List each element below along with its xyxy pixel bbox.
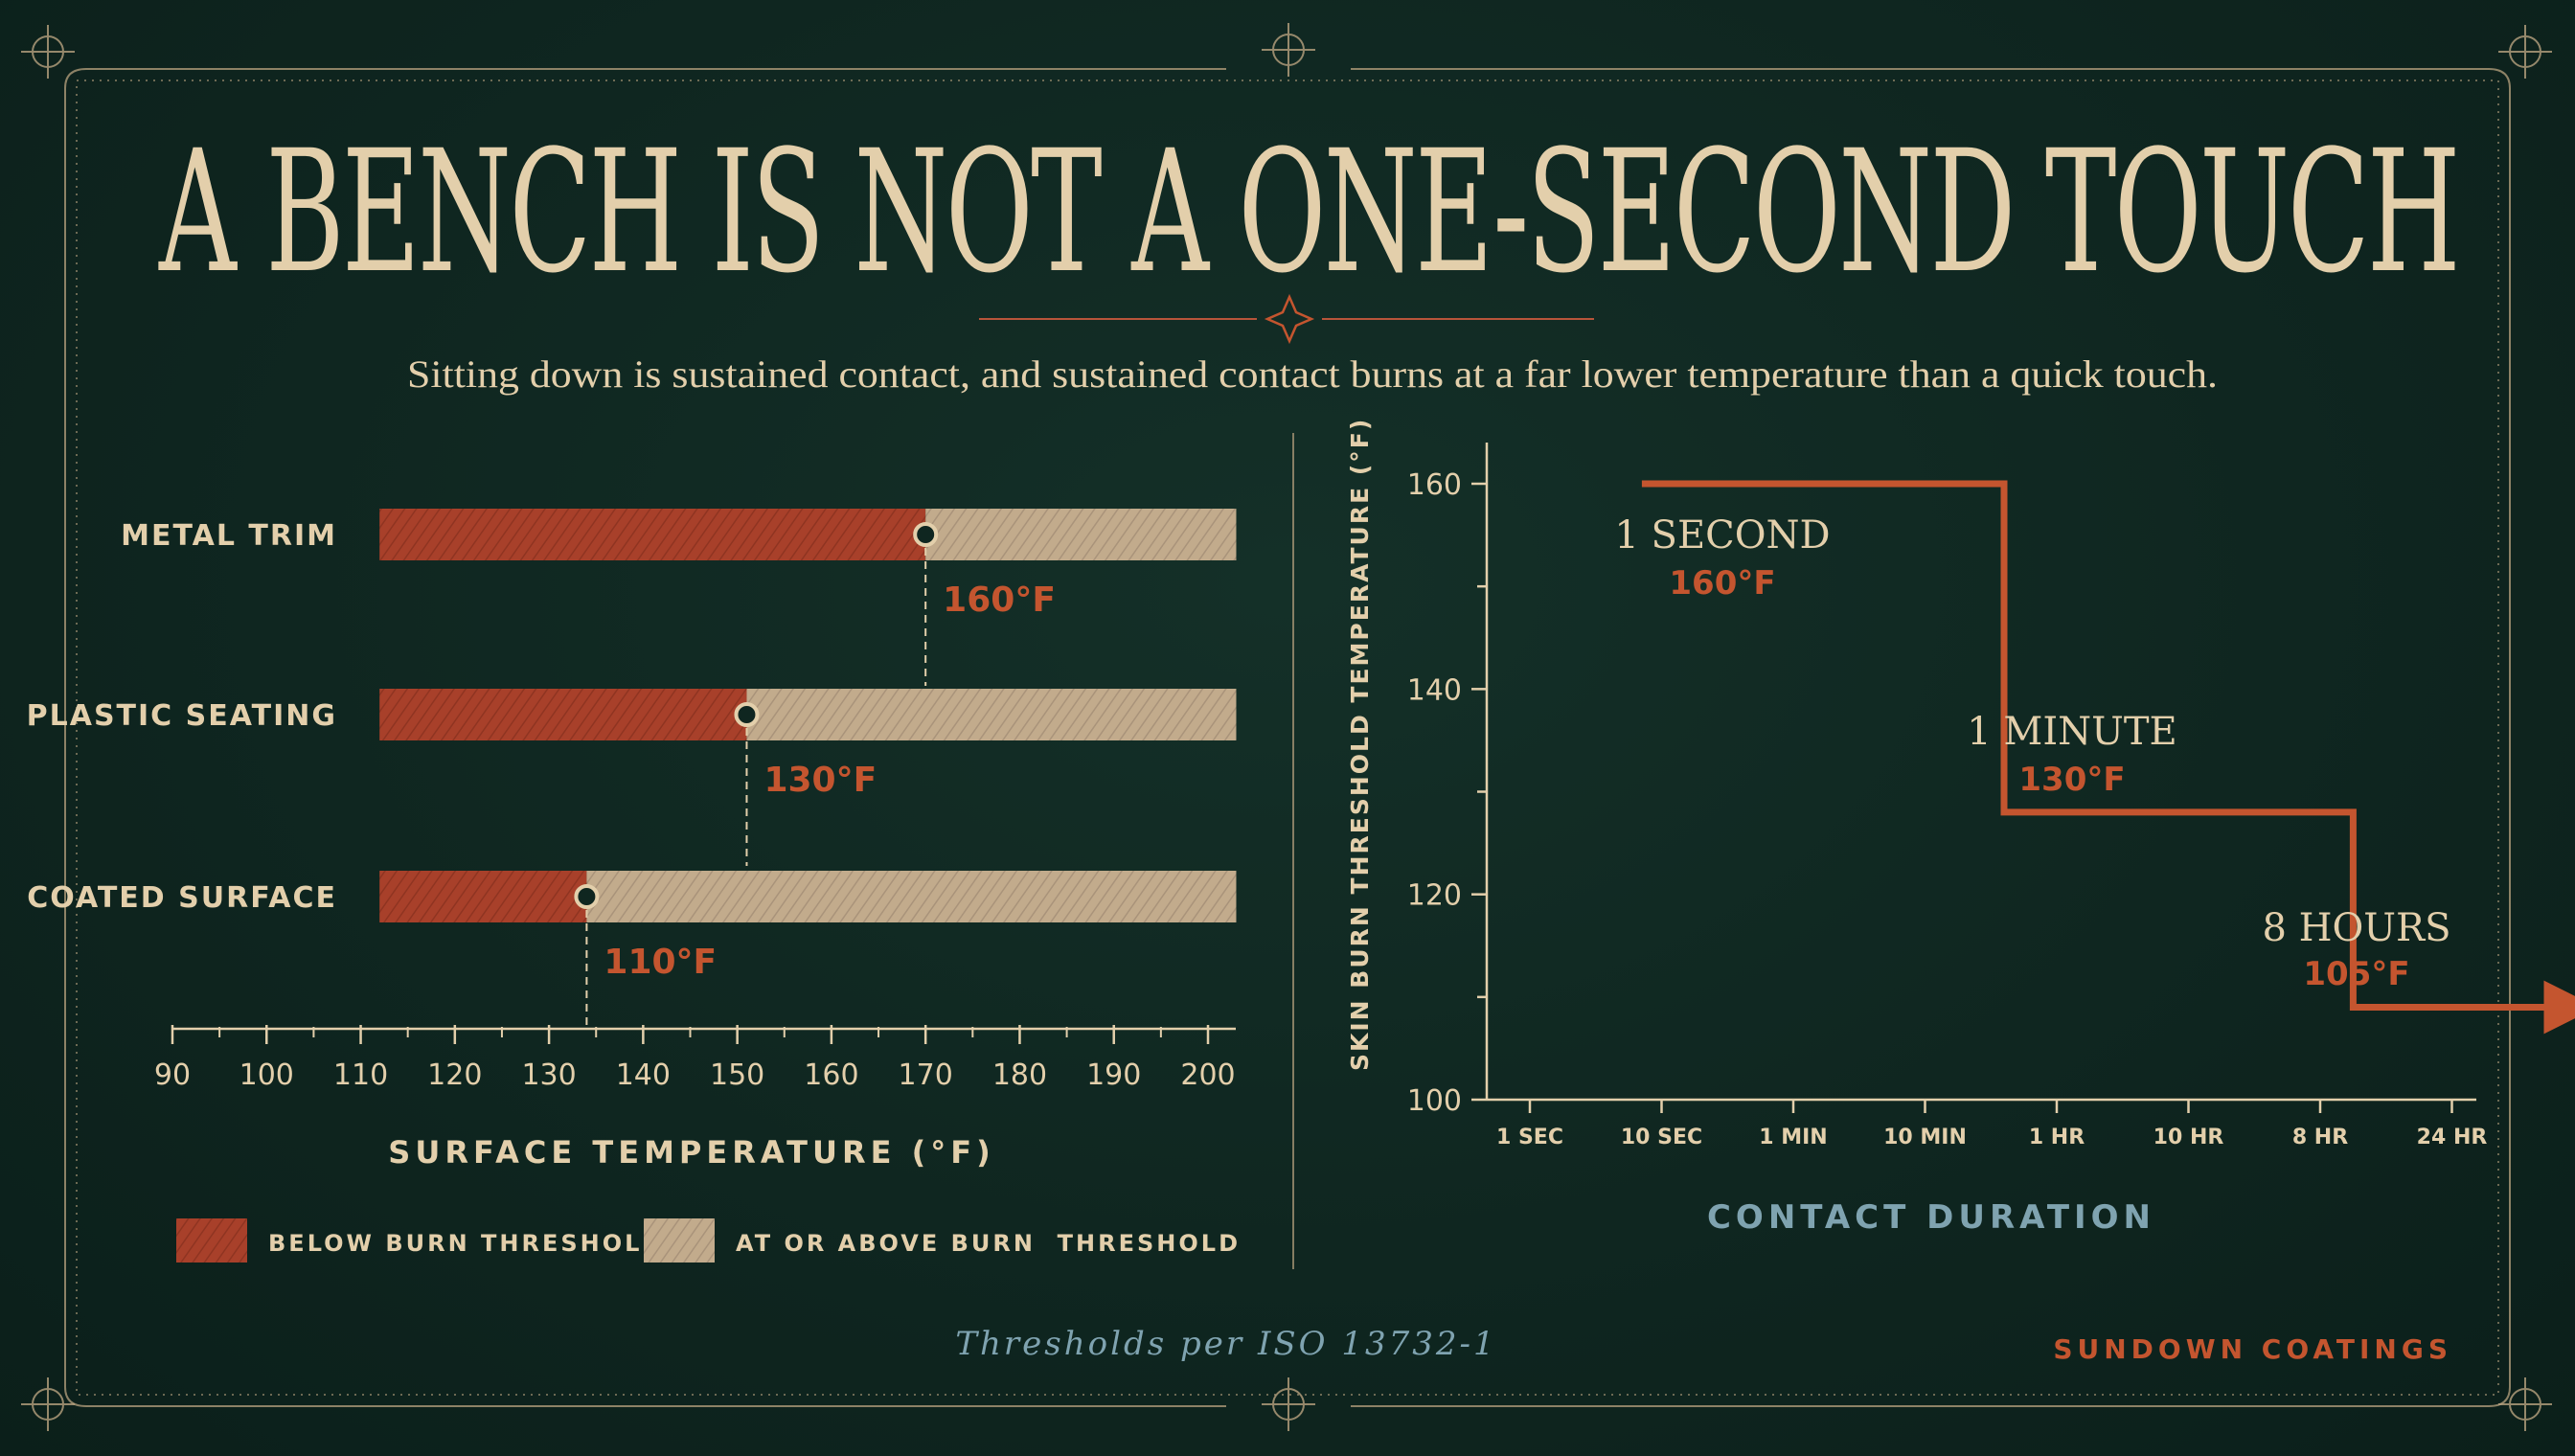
bar-segment-below-threshold xyxy=(379,509,926,560)
threshold-value-label: 110°F xyxy=(604,943,717,982)
brand-name: SUNDOWN COATINGS xyxy=(2053,1333,2452,1365)
threshold-marker xyxy=(913,522,939,547)
title-divider xyxy=(979,293,1594,345)
step-duration-label: 8 HOURS xyxy=(2262,906,2450,950)
x-tick-label: 1 HR xyxy=(2029,1126,2085,1149)
threshold-marker xyxy=(574,884,600,909)
legend-swatch-below xyxy=(176,1218,247,1263)
x-tick-label: 1 SEC xyxy=(1496,1126,1563,1149)
page-title: A BENCH IS NOT A ONE-SECOND TOUCH xyxy=(158,114,2458,310)
bar-category-label: PLASTIC SEATING xyxy=(27,699,337,733)
step-duration-label: 1 MINUTE xyxy=(1967,710,2177,754)
step-chart-x-axis-title: CONTACT DURATION xyxy=(1707,1198,2155,1237)
legend: BELOW BURN THRESHOLD AT OR ABOVE BURN TH… xyxy=(176,1218,1241,1263)
x-tick-label: 140 xyxy=(616,1058,671,1092)
diamond-star-icon xyxy=(1264,293,1315,345)
legend-swatch-above xyxy=(644,1218,715,1263)
y-tick-label: 100 xyxy=(1407,1084,1462,1118)
crosshair-icon xyxy=(2498,25,2552,79)
bar-segment-below-threshold xyxy=(379,689,747,740)
y-tick-label: 160 xyxy=(1407,468,1462,502)
source-footnote: Thresholds per ISO 13732-1 xyxy=(955,1325,1496,1363)
crosshair-icon xyxy=(1262,23,1315,77)
crosshair-icon xyxy=(21,25,75,79)
page-subtitle: Sitting down is sustained contact, and s… xyxy=(407,353,2218,396)
x-tick-label: 120 xyxy=(427,1058,482,1092)
burn-threshold-bar-chart: METAL TRIM 160°F PLASTIC SEATING 130°F COATE… xyxy=(27,509,1237,1092)
x-tick-label: 160 xyxy=(804,1058,858,1092)
contact-duration-step-chart: 100 120 140 160 1 SEC 10 SEC 1 MIN 10 MIN 1 HR 10… xyxy=(1407,443,2575,1149)
x-tick-label: 150 xyxy=(710,1058,764,1092)
legend-label-below: BELOW BURN THRESHOLD xyxy=(268,1230,664,1257)
step-chart-y-axis-title: SKIN BURN THRESHOLD TEMPERATURE (°F) xyxy=(1346,418,1374,1071)
x-tick-label: 10 MIN xyxy=(1883,1126,1967,1149)
threshold-marker xyxy=(734,702,760,727)
threshold-value-label: 130°F xyxy=(763,761,877,800)
bar-segment-above-threshold xyxy=(586,871,1237,922)
bar-segment-above-threshold xyxy=(925,509,1237,560)
x-tick-label: 110 xyxy=(333,1058,388,1092)
crosshair-icon xyxy=(1262,1377,1315,1431)
corner-crosshair-icons xyxy=(21,23,2552,1431)
decorative-frame xyxy=(64,68,2511,1407)
x-tick-label: 8 HR xyxy=(2292,1126,2348,1149)
x-tick-label: 130 xyxy=(521,1058,576,1092)
bar-category-label: METAL TRIM xyxy=(121,519,337,553)
crosshair-icon xyxy=(21,1377,75,1431)
x-tick-label: 100 xyxy=(239,1058,294,1092)
x-tick-label: 190 xyxy=(1086,1058,1141,1092)
step-value-label: 105°F xyxy=(2303,955,2409,993)
crosshair-icon xyxy=(2498,1377,2552,1431)
x-tick-label: 180 xyxy=(992,1058,1047,1092)
bar-category-label: COATED SURFACE xyxy=(27,881,337,915)
y-tick-label: 140 xyxy=(1407,673,1462,707)
threshold-step-line xyxy=(1641,480,2575,1035)
legend-label-above: AT OR ABOVE BURN THRESHOLD xyxy=(736,1230,1241,1257)
step-value-label: 130°F xyxy=(2018,761,2125,799)
x-tick-label: 24 HR xyxy=(2417,1126,2488,1149)
step-value-label: 160°F xyxy=(1669,564,1775,603)
x-tick-label: 200 xyxy=(1180,1058,1235,1092)
step-duration-label: 1 SECOND xyxy=(1614,513,1830,557)
bar-segment-above-threshold xyxy=(746,689,1237,740)
x-tick-label: 1 MIN xyxy=(1759,1126,1827,1149)
y-tick-label: 120 xyxy=(1407,879,1462,913)
x-tick-label: 90 xyxy=(154,1058,191,1092)
bar-chart-x-axis-title: SURFACE TEMPERATURE (°F) xyxy=(388,1134,994,1171)
x-tick-label: 10 HR xyxy=(2153,1126,2224,1149)
x-tick-label: 10 SEC xyxy=(1621,1126,1702,1149)
bar-segment-below-threshold xyxy=(379,871,587,922)
threshold-value-label: 160°F xyxy=(943,580,1056,620)
x-tick-label: 170 xyxy=(899,1058,953,1092)
